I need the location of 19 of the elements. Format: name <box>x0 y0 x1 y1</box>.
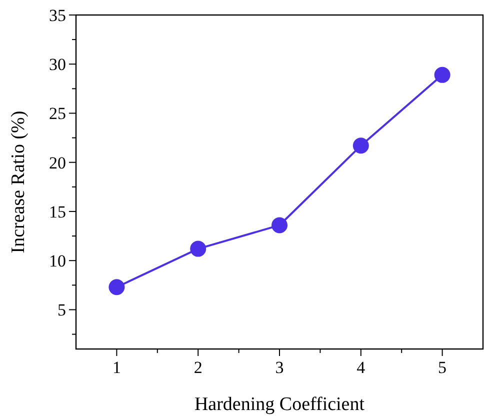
point <box>352 138 369 154</box>
x-tick-label: 4 <box>356 358 366 377</box>
y-tick-label: 30 <box>49 55 66 74</box>
point <box>272 217 288 234</box>
y-axis-title: Increase Ratio (%) <box>8 110 29 254</box>
x-tick-label: 5 <box>438 358 447 377</box>
y-tick-label: 5 <box>58 300 66 320</box>
y-tick-label: 15 <box>49 202 66 222</box>
x-tick-label: 2 <box>194 358 202 377</box>
x-tick-label: 1 <box>112 358 121 377</box>
x-tick-label: 3 <box>275 358 284 377</box>
y-tick-label: 20 <box>49 153 66 172</box>
y-tick-label: 10 <box>49 252 66 271</box>
point <box>108 279 125 296</box>
point <box>190 240 206 257</box>
y-tick-label: 25 <box>49 104 66 124</box>
x-axis-title: Hardening Coefficient <box>194 394 366 415</box>
point <box>434 66 450 83</box>
y-tick-label: 35 <box>49 6 66 25</box>
